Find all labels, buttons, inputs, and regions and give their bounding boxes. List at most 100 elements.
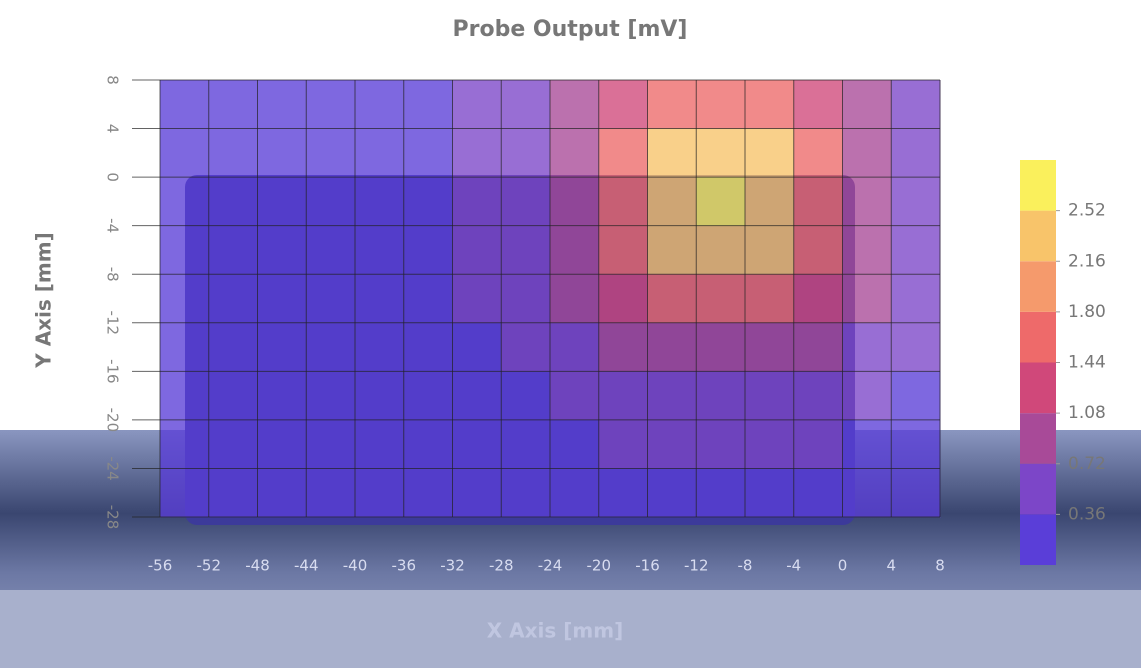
colorbar-band bbox=[1020, 160, 1056, 211]
heatmap-cell bbox=[891, 419, 941, 469]
heatmap-cell bbox=[208, 371, 258, 421]
heatmap-cell bbox=[306, 322, 356, 372]
heatmap-cell bbox=[452, 177, 502, 227]
heatmap-cell bbox=[355, 177, 405, 227]
colorbar-band bbox=[1020, 463, 1056, 515]
heatmap-cell bbox=[598, 322, 648, 372]
heatmap-cell bbox=[696, 225, 746, 275]
colorbar-band bbox=[1020, 514, 1056, 565]
heatmap-cell bbox=[452, 468, 502, 518]
y-tick-label: -28 bbox=[104, 505, 122, 530]
heatmap-cell bbox=[403, 371, 453, 421]
y-axis-label: Y Axis [mm] bbox=[32, 232, 56, 369]
heatmap-cell bbox=[208, 419, 258, 469]
heatmap-cell bbox=[647, 80, 697, 130]
x-tick-label: -52 bbox=[197, 557, 222, 575]
heatmap-cell bbox=[403, 322, 453, 372]
heatmap-cell bbox=[842, 177, 892, 227]
x-tick-label: -28 bbox=[489, 557, 514, 575]
heatmap-cell bbox=[891, 371, 941, 421]
axes: -56 -52 -48 -44 -40 -36 -32 -28 -24 -20 -16 -12 -8 -4… bbox=[104, 75, 1106, 574]
y-tick-label: -8 bbox=[104, 267, 122, 282]
y-tick-label: -12 bbox=[104, 311, 122, 336]
heatmap-cell bbox=[257, 225, 307, 275]
heatmap-cell bbox=[647, 225, 697, 275]
y-tick-label: -24 bbox=[104, 456, 122, 481]
heatmap-cell bbox=[501, 274, 551, 324]
heatmap-cell bbox=[842, 322, 892, 372]
heatmap-cell bbox=[257, 371, 307, 421]
heatmap-cell bbox=[160, 128, 210, 178]
heatmap-cell bbox=[550, 177, 600, 227]
y-tick-label: 4 bbox=[104, 124, 122, 134]
heatmap-cell bbox=[501, 419, 551, 469]
heatmap-cell bbox=[306, 128, 356, 178]
heatmap-cell bbox=[647, 371, 697, 421]
heatmap-cell bbox=[842, 128, 892, 178]
heatmap-cell bbox=[160, 371, 210, 421]
heatmap-cell bbox=[745, 419, 795, 469]
y-tick-label: -4 bbox=[104, 218, 122, 233]
heatmap-cell bbox=[696, 177, 746, 227]
x-tick-label: -4 bbox=[786, 557, 801, 575]
colorbar-band bbox=[1020, 210, 1056, 262]
heatmap-cell bbox=[598, 371, 648, 421]
heatmap-cell bbox=[842, 371, 892, 421]
colorbar-tick-label: 1.08 bbox=[1068, 403, 1106, 423]
heatmap-cell bbox=[306, 419, 356, 469]
colorbar-band bbox=[1020, 261, 1056, 312]
heatmap-cell bbox=[501, 177, 551, 227]
heatmap-cell bbox=[403, 128, 453, 178]
heatmap-cell bbox=[306, 371, 356, 421]
heatmap-cell bbox=[793, 468, 843, 518]
x-tick-label: 0 bbox=[838, 557, 848, 575]
heatmap-cell bbox=[550, 419, 600, 469]
y-tick-label: 0 bbox=[104, 172, 122, 182]
heatmap bbox=[160, 80, 941, 518]
heatmap-cell bbox=[891, 468, 941, 518]
heatmap-cell bbox=[306, 274, 356, 324]
heatmap-cell bbox=[793, 177, 843, 227]
heatmap-cell bbox=[598, 274, 648, 324]
heatmap-cell bbox=[647, 128, 697, 178]
heatmap-cell bbox=[257, 468, 307, 518]
heatmap-cell bbox=[160, 274, 210, 324]
heatmap-cell bbox=[160, 468, 210, 518]
heatmap-cell bbox=[355, 80, 405, 130]
heatmap-cell bbox=[257, 274, 307, 324]
colorbar-tick-label: 2.52 bbox=[1068, 201, 1106, 221]
heatmap-cell bbox=[403, 419, 453, 469]
y-tick-label: -16 bbox=[104, 359, 122, 384]
x-tick-label: -20 bbox=[587, 557, 612, 575]
heatmap-cell bbox=[306, 468, 356, 518]
heatmap-cell bbox=[647, 177, 697, 227]
heatmap-cell bbox=[696, 322, 746, 372]
heatmap-cell bbox=[647, 274, 697, 324]
x-tick-label: -44 bbox=[294, 557, 319, 575]
heatmap-cell bbox=[208, 274, 258, 324]
heatmap-cell bbox=[842, 468, 892, 518]
heatmap-cell bbox=[452, 80, 502, 130]
heatmap-cell bbox=[306, 80, 356, 130]
x-tick-label: -8 bbox=[738, 557, 753, 575]
heatmap-cell bbox=[355, 371, 405, 421]
colorbar-band bbox=[1020, 362, 1056, 414]
heatmap-cell bbox=[745, 128, 795, 178]
heatmap-cell bbox=[355, 322, 405, 372]
x-tick-label: -40 bbox=[343, 557, 368, 575]
heatmap-cell bbox=[501, 468, 551, 518]
heatmap-cell bbox=[891, 322, 941, 372]
heatmap-cell bbox=[403, 274, 453, 324]
heatmap-cell bbox=[452, 419, 502, 469]
heatmap-cell bbox=[550, 225, 600, 275]
heatmap-cell bbox=[647, 468, 697, 518]
heatmap-cell bbox=[696, 128, 746, 178]
heatmap-cell bbox=[501, 128, 551, 178]
heatmap-cell bbox=[306, 177, 356, 227]
heatmap-cell bbox=[842, 225, 892, 275]
heatmap-cell bbox=[208, 177, 258, 227]
heatmap-cell bbox=[403, 80, 453, 130]
heatmap-cell bbox=[355, 274, 405, 324]
x-tick-label: -16 bbox=[635, 557, 660, 575]
